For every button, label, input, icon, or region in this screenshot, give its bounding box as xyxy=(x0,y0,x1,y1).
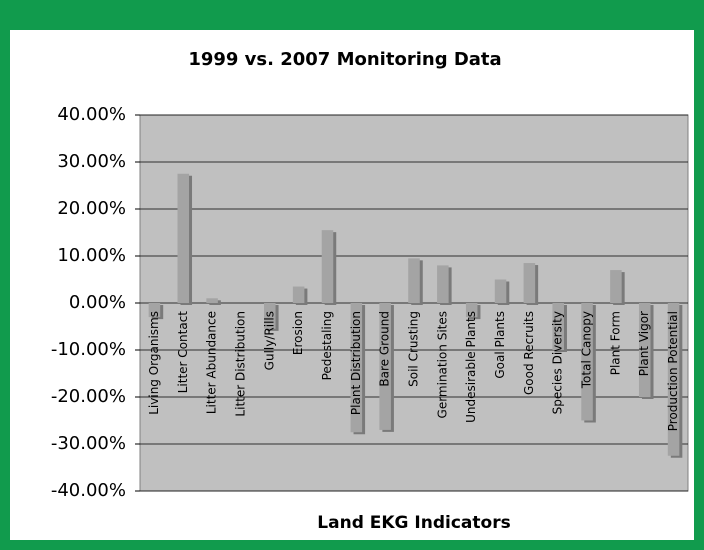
x-tick-label: Total Canopy xyxy=(580,311,594,389)
x-tick-label: Litter Abundance xyxy=(205,311,219,414)
bar xyxy=(581,303,593,421)
x-tick-label: Species Diversity xyxy=(551,311,565,414)
x-tick-label: Bare Ground xyxy=(378,311,392,387)
y-tick-label: 20.00% xyxy=(57,198,126,219)
bar xyxy=(667,303,680,456)
x-tick-label: Pedestaling xyxy=(320,311,334,380)
bar xyxy=(408,258,420,303)
bar xyxy=(638,303,651,397)
x-tick-label: Good Recruits xyxy=(522,311,536,395)
bar xyxy=(321,230,334,303)
x-tick-label: Plant Distribution xyxy=(349,311,363,415)
x-tick-label: Living Organisms xyxy=(147,311,161,415)
x-tick-label: Gully/Rills xyxy=(262,311,276,370)
y-tick-label: -20.00% xyxy=(51,386,126,407)
bar xyxy=(292,286,305,303)
chart-title: 1999 vs. 2007 Monitoring Data xyxy=(188,49,501,70)
bar xyxy=(610,270,622,303)
x-tick-label: Litter Contact xyxy=(176,311,190,394)
bar xyxy=(523,263,536,303)
y-tick-label: 10.00% xyxy=(57,245,126,266)
bar xyxy=(264,303,276,329)
x-tick-label: Litter Distribution xyxy=(233,311,247,417)
bar xyxy=(350,303,363,433)
y-tick-label: -30.00% xyxy=(51,433,126,454)
y-tick-label: 0.00% xyxy=(69,292,126,313)
bar xyxy=(437,265,449,303)
x-tick-label: Plant Form xyxy=(608,311,622,375)
x-tick-label: Germination Sites xyxy=(435,311,449,418)
x-axis-label: Land EKG Indicators xyxy=(317,513,510,533)
bar xyxy=(148,303,161,318)
bar xyxy=(552,303,564,350)
x-tick-label: Undesirable Plants xyxy=(464,311,478,423)
y-tick-label: 40.00% xyxy=(57,104,126,125)
x-tick-label: Soil Crusting xyxy=(407,311,421,387)
x-tick-label: Plant Vigor xyxy=(637,311,651,376)
bar xyxy=(379,303,391,430)
y-tick-label: 30.00% xyxy=(57,151,126,172)
bar xyxy=(177,173,190,303)
bar xyxy=(494,279,507,303)
y-tick-label: -40.00% xyxy=(51,480,126,501)
x-tick-label: Goal Plants xyxy=(493,311,507,379)
x-tick-label: Production Potential xyxy=(666,311,680,431)
x-tick-label: Erosion xyxy=(291,311,305,355)
bar xyxy=(465,303,478,318)
bar xyxy=(206,298,218,303)
y-tick-label: -10.00% xyxy=(51,339,126,360)
